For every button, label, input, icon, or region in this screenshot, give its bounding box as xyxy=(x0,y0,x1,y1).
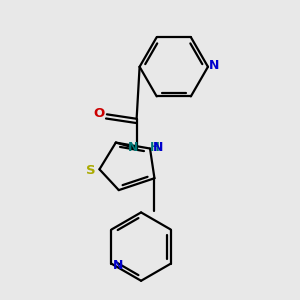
Text: N: N xyxy=(113,259,123,272)
Text: N: N xyxy=(209,59,220,72)
Text: H: H xyxy=(149,141,159,154)
Text: N: N xyxy=(128,141,138,154)
Text: S: S xyxy=(86,164,96,177)
Text: N: N xyxy=(153,140,164,154)
Text: O: O xyxy=(94,107,105,120)
